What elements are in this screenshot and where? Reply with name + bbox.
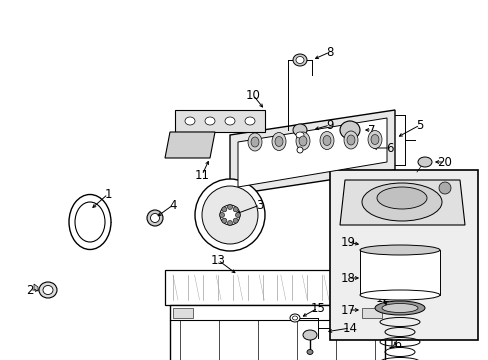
Bar	[361, 308, 381, 318]
Circle shape	[438, 182, 450, 194]
Ellipse shape	[147, 210, 163, 226]
Circle shape	[227, 204, 232, 210]
Ellipse shape	[244, 117, 254, 125]
Text: 15: 15	[310, 302, 325, 315]
Text: 8: 8	[325, 45, 333, 59]
Circle shape	[222, 207, 226, 212]
Ellipse shape	[343, 131, 357, 149]
Ellipse shape	[220, 205, 240, 225]
Circle shape	[233, 218, 238, 223]
Text: 10: 10	[245, 89, 260, 102]
Polygon shape	[238, 118, 386, 187]
Ellipse shape	[303, 330, 316, 340]
Circle shape	[233, 207, 238, 212]
Text: 13: 13	[210, 253, 225, 266]
Text: 14: 14	[342, 321, 357, 334]
Ellipse shape	[370, 135, 378, 144]
Ellipse shape	[323, 135, 330, 145]
Ellipse shape	[359, 245, 439, 255]
Text: 6: 6	[386, 141, 393, 154]
Circle shape	[235, 212, 240, 217]
Text: 7: 7	[367, 123, 375, 136]
Ellipse shape	[43, 285, 53, 294]
Ellipse shape	[271, 132, 285, 150]
Text: 12: 12	[375, 292, 390, 305]
Ellipse shape	[295, 132, 309, 150]
Text: 18: 18	[340, 271, 355, 284]
Ellipse shape	[306, 350, 312, 355]
Ellipse shape	[376, 187, 426, 209]
Circle shape	[222, 218, 226, 223]
Circle shape	[296, 147, 303, 153]
Polygon shape	[34, 284, 38, 291]
Bar	[329, 170, 477, 340]
Ellipse shape	[319, 131, 333, 149]
Circle shape	[227, 220, 232, 225]
Text: 20: 20	[437, 156, 451, 168]
Ellipse shape	[359, 290, 439, 300]
Text: 17: 17	[340, 303, 355, 316]
Text: 5: 5	[415, 118, 423, 131]
Ellipse shape	[295, 132, 304, 138]
Ellipse shape	[274, 136, 283, 147]
Circle shape	[219, 212, 224, 217]
Text: 16: 16	[386, 338, 402, 351]
Text: 1: 1	[104, 188, 112, 201]
Ellipse shape	[289, 314, 299, 322]
Text: 4: 4	[169, 198, 176, 212]
Ellipse shape	[381, 303, 417, 312]
Polygon shape	[339, 180, 464, 225]
Ellipse shape	[361, 183, 441, 221]
Polygon shape	[164, 270, 374, 305]
Ellipse shape	[367, 131, 381, 149]
Ellipse shape	[202, 186, 258, 244]
Text: 9: 9	[325, 118, 333, 131]
Text: 11: 11	[194, 168, 209, 181]
Ellipse shape	[247, 133, 262, 151]
Text: 19: 19	[340, 235, 355, 248]
Ellipse shape	[39, 282, 57, 298]
Ellipse shape	[346, 135, 354, 145]
Ellipse shape	[75, 202, 105, 242]
Ellipse shape	[204, 117, 215, 125]
Ellipse shape	[292, 124, 306, 136]
Ellipse shape	[292, 54, 306, 66]
Ellipse shape	[69, 194, 111, 249]
Text: 2: 2	[26, 284, 34, 297]
Polygon shape	[229, 110, 394, 195]
Ellipse shape	[374, 301, 424, 315]
Text: 3: 3	[256, 198, 263, 212]
Ellipse shape	[150, 213, 159, 222]
Bar	[173, 308, 193, 318]
Polygon shape	[175, 110, 264, 132]
Ellipse shape	[417, 157, 431, 167]
Ellipse shape	[292, 316, 297, 320]
Ellipse shape	[298, 136, 306, 146]
Ellipse shape	[295, 57, 304, 63]
Ellipse shape	[195, 179, 264, 251]
Polygon shape	[170, 305, 384, 360]
Ellipse shape	[339, 121, 359, 139]
Bar	[359, 250, 439, 295]
Ellipse shape	[184, 117, 195, 125]
Ellipse shape	[224, 117, 235, 125]
Polygon shape	[164, 132, 215, 158]
Ellipse shape	[250, 137, 259, 147]
